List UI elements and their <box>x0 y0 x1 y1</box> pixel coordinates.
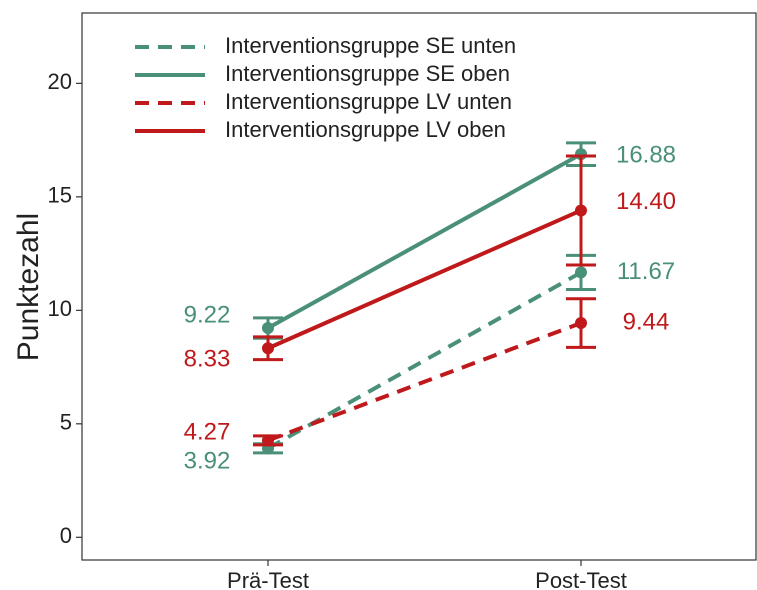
legend-label: Interventionsgruppe LV oben <box>225 117 506 142</box>
y-tick-label: 0 <box>60 523 72 548</box>
y-tick-label: 5 <box>60 410 72 435</box>
plot-frame <box>81 12 757 561</box>
data-label: 16.88 <box>616 142 676 169</box>
y-tick-label: 20 <box>48 69 72 94</box>
legend-label: Interventionsgruppe LV unten <box>225 89 512 114</box>
y-tick-label: 15 <box>48 183 72 208</box>
point <box>575 204 587 217</box>
data-label: 4.27 <box>184 419 231 446</box>
series-line <box>267 208 582 351</box>
series-line <box>267 152 582 330</box>
series-line <box>267 321 582 443</box>
y-tick-label: 10 <box>48 296 72 321</box>
x-tick-label: Post-Test <box>535 568 627 590</box>
y-axis-title: Punktezahl <box>12 213 45 361</box>
data-label: 11.67 <box>617 258 675 285</box>
data-label: 9.22 <box>184 301 231 328</box>
point <box>262 434 274 447</box>
legend-label: Interventionsgruppe SE unten <box>225 33 516 58</box>
data-label: 9.44 <box>623 308 670 335</box>
data-label: 3.92 <box>184 448 231 475</box>
x-tick-label: Prä-Test <box>227 568 309 590</box>
data-label: 14.40 <box>616 188 676 215</box>
legend-label: Interventionsgruppe SE oben <box>225 61 510 86</box>
point <box>575 317 587 330</box>
point <box>262 322 274 335</box>
point <box>262 342 274 355</box>
point <box>575 266 587 279</box>
data-label: 8.33 <box>184 346 231 373</box>
